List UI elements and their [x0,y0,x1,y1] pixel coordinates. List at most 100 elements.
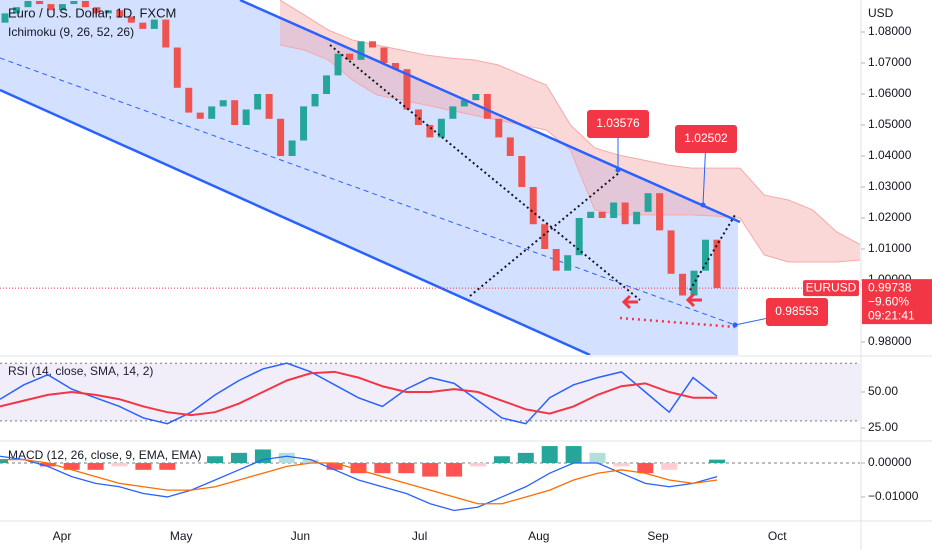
histogram-bar [541,446,558,464]
histogram-bar [39,463,56,467]
candle [334,53,342,76]
candle [196,112,204,119]
candle [541,224,549,250]
x-tick-label: Jun [291,529,310,543]
price-label: 0.99738 [868,280,912,294]
candle [529,187,537,225]
candle [346,53,354,60]
candle [621,202,629,225]
histogram-bar [302,459,319,464]
candle [598,211,606,219]
arrow [685,292,702,308]
histogram-bar [87,463,104,470]
candle [208,106,216,119]
candle [265,93,273,119]
indicator-legend: Ichimoku (9, 26, 52, 26) [8,25,134,39]
candle [656,193,664,231]
change-label: −9.60% [868,294,909,308]
candle [254,93,262,110]
y-tick-label: 1.01000 [868,241,912,255]
candle [242,109,250,125]
histogram-bar [422,463,439,477]
annotation-label: 1.03576 [596,116,640,130]
annotation-anchor [615,167,621,173]
candle [357,41,365,60]
candle [288,140,296,157]
annotation-label: 0.98553 [775,304,819,318]
histogram-bar [207,456,224,464]
candle [564,255,572,271]
drawings [0,0,741,355]
rsi-legend: RSI (14, close, SMA, 14, 2) [8,364,153,378]
span-b [279,44,860,263]
countdown-label: 09:21:41 [868,308,915,322]
annotation-box [675,125,737,153]
candle [93,7,101,14]
candle [47,4,55,11]
candle [127,16,135,23]
candle [81,0,89,8]
histogram-bar [493,456,510,464]
candle [518,156,526,188]
symbol-label: EURUSD [806,280,857,294]
candle [368,41,376,48]
histogram-bar [111,463,128,467]
histogram-bar [0,459,8,464]
candle [667,230,675,274]
rsi-line [0,362,718,425]
symbol-box [803,280,859,297]
x-tick-label: Aug [528,529,549,543]
candle [277,118,285,157]
histogram-bar [135,463,152,470]
y-tick-label: 0.98000 [868,334,912,348]
candle [587,211,595,219]
histogram-bar [470,463,486,467]
span-a [279,0,860,246]
currency: USD [868,6,894,20]
candle [449,106,457,119]
histogram-bar [231,452,247,464]
candle [403,69,411,110]
annotation-anchor [700,202,706,208]
y-tick-label: 50.00 [868,384,898,398]
annotation-label: 1.02502 [684,131,728,145]
candle [610,202,618,219]
candle [552,249,560,271]
histogram-bar [63,463,80,470]
y-tick-label: −0.01000 [868,489,919,503]
candle [58,4,66,11]
candle [162,19,170,48]
x-tick-label: Jul [412,529,427,543]
candle [483,93,491,119]
candle [24,0,32,8]
candle [506,137,514,157]
candle [104,10,112,14]
candle [702,239,710,271]
histogram-bar [159,463,176,470]
macd-line [0,458,718,505]
x-tick-label: May [170,529,193,543]
histogram-bar [326,463,343,470]
candle [633,211,641,225]
candle [12,7,20,14]
annotation-anchor [732,322,738,328]
candle [150,19,158,29]
annotation-box [587,110,649,138]
y-tick-label: 1.05000 [868,117,912,131]
candle [116,10,124,17]
candle [35,0,43,5]
candle [472,93,480,101]
rsi-line [0,370,717,417]
candle [437,118,445,138]
candle [690,270,698,296]
candle [70,0,78,5]
y-tick-label: 0.00000 [868,455,912,469]
price-box [862,279,932,325]
candle [139,22,147,29]
histogram-bar [446,463,463,477]
candle [300,106,308,141]
y-tick-label: 1.04000 [868,148,912,162]
histogram-bar [517,452,534,464]
y-tick-label: 1.06000 [868,86,912,100]
